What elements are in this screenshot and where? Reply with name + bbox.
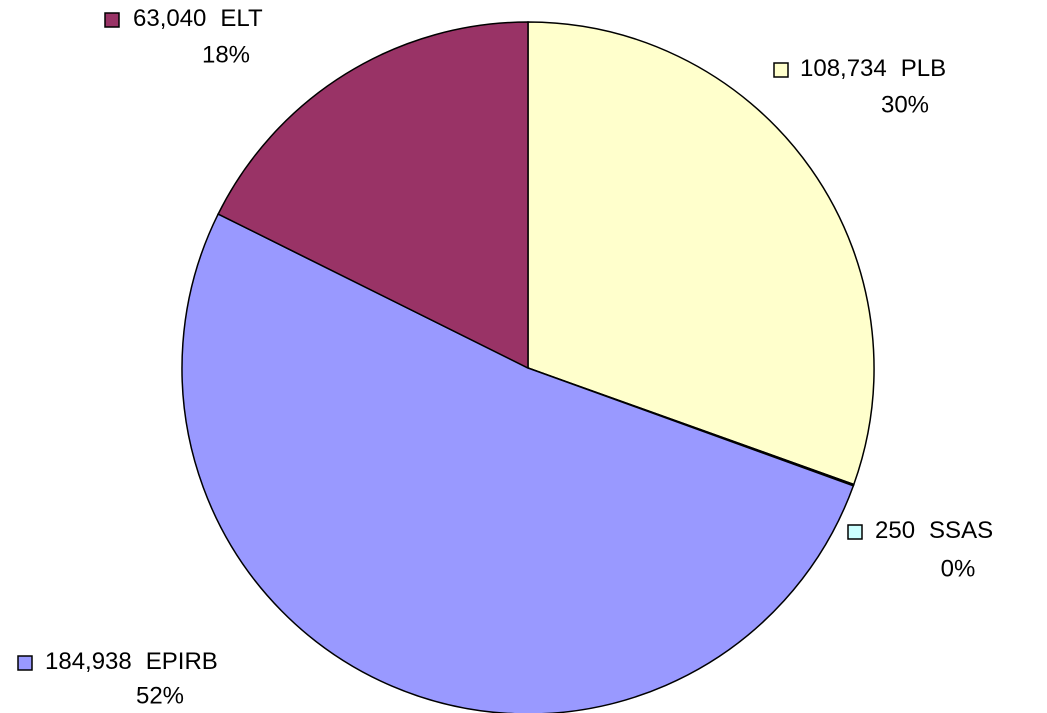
category-label: PLB [901, 55, 946, 82]
pie-slice [181, 213, 855, 713]
value-label: 63,040 [133, 5, 206, 32]
category-label: ELT [220, 5, 263, 32]
value-label: 108,734 [800, 55, 887, 82]
percent-label: 0% [941, 555, 976, 582]
percent-label: 52% [136, 682, 184, 709]
legend-key [104, 12, 120, 28]
category-label: EPIRB [146, 648, 218, 675]
pie-slice [217, 21, 529, 370]
percent-label: 30% [881, 91, 929, 118]
pie-slice [527, 21, 875, 486]
legend-key [773, 62, 789, 78]
value-label: 250 [875, 517, 915, 544]
percent-label: 18% [202, 41, 250, 68]
data-label: 184,938 EPIRB [45, 648, 218, 675]
data-label: 63,040 ELT [133, 5, 263, 32]
legend-key [17, 655, 33, 671]
legend-key [847, 524, 863, 540]
data-label: 108,734 PLB [800, 55, 946, 82]
value-label: 184,938 [45, 648, 132, 675]
category-label: SSAS [929, 517, 993, 544]
data-label: 250 SSAS [875, 517, 993, 544]
